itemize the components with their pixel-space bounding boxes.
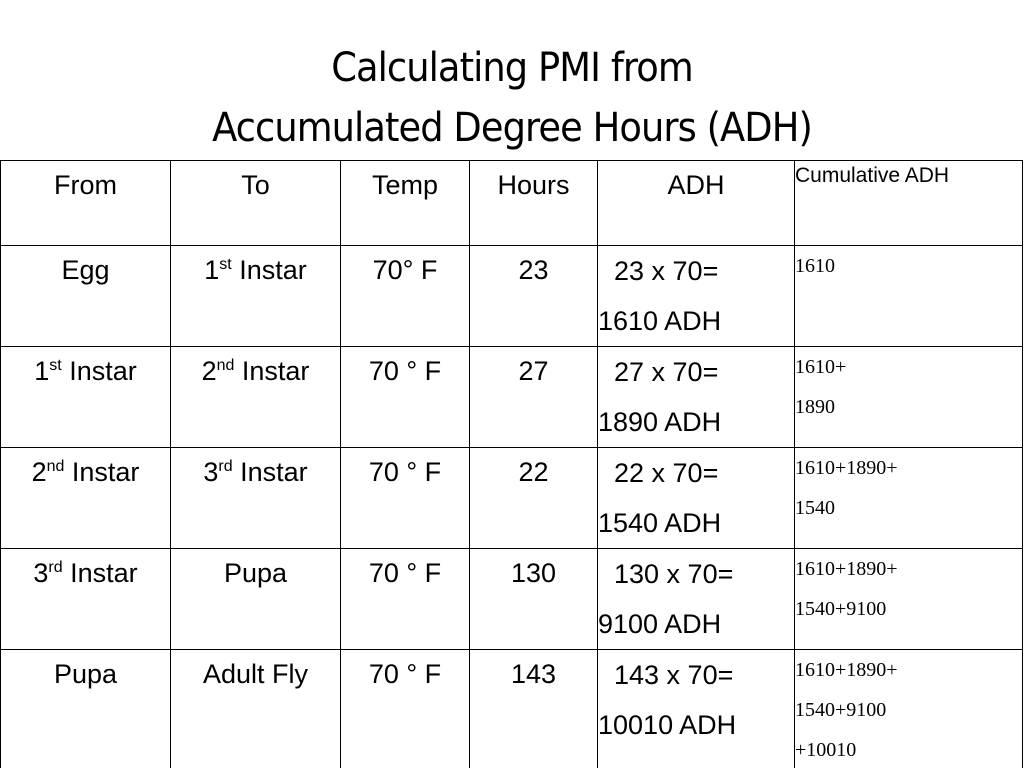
- cell-to-ordinal-suffix: rd: [218, 458, 233, 475]
- table-header-row: From To Temp Hours ADH Cumulative ADH: [0, 160, 1023, 246]
- adh-result: 1540 ADH: [598, 508, 722, 538]
- cell-adh: 27 x 70= 1890 ADH: [597, 346, 795, 448]
- cell-from-number: 1: [34, 356, 50, 386]
- slide-title: Calculating PMI from Accumulated Degree …: [41, 38, 983, 158]
- cell-from-text: Instar: [61, 356, 137, 386]
- adh-table: From To Temp Hours ADH Cumulative ADH Eg…: [0, 160, 1023, 768]
- cell-to-text: Instar: [231, 255, 307, 285]
- table-row: Pupa Adult Fly 70 ° F 143 143 x 70= 10010 ADH…: [0, 649, 1023, 768]
- cumulative-adh-line: 1610+1890+: [795, 558, 898, 580]
- cell-temp: 70 ° F: [340, 649, 470, 768]
- header-hours: Hours: [469, 160, 598, 246]
- cumulative-adh-line: 1890: [795, 396, 835, 418]
- table-row: 1st Instar 2nd Instar 70 ° F 27 27 x 70= 1890…: [0, 346, 1023, 448]
- adh-calculation: 27 x 70=: [614, 357, 719, 387]
- cell-to-number: 2: [201, 356, 217, 386]
- cumulative-adh-line: 1610+1890+: [795, 659, 898, 681]
- cell-cumulative-adh: 1610+1890+ 1540+9100: [794, 548, 1023, 650]
- adh-result: 1610 ADH: [598, 306, 722, 336]
- cell-hours: 27: [469, 346, 598, 448]
- cell-to: Pupa: [170, 548, 341, 650]
- cell-hours: 143: [469, 649, 598, 768]
- cell-temp: 70 ° F: [340, 346, 470, 448]
- cell-from: 1st Instar: [0, 346, 171, 448]
- cell-to-text: Adult Fly: [202, 659, 309, 689]
- cell-to-text: Pupa: [223, 558, 288, 588]
- cumulative-adh-line: 1540: [795, 497, 835, 519]
- table-row: Egg 1st Instar 70° F 23 23 x 70= 1610 ADH 1610: [0, 245, 1023, 347]
- adh-result: 10010 ADH: [598, 710, 737, 740]
- header-adh: ADH: [597, 160, 795, 246]
- header-cumulative-adh: Cumulative ADH: [794, 160, 1023, 246]
- cell-to-ordinal-suffix: nd: [216, 357, 235, 374]
- cell-from-ordinal-suffix: rd: [48, 559, 63, 576]
- adh-calculation: 143 x 70=: [614, 660, 734, 690]
- cell-to-number: 1: [204, 255, 220, 285]
- cell-to-text: Instar: [232, 457, 308, 487]
- cell-from: 3rd Instar: [0, 548, 171, 650]
- cell-temp: 70 ° F: [340, 548, 470, 650]
- header-temp: Temp: [340, 160, 470, 246]
- cell-from: Egg: [0, 245, 171, 347]
- cell-hours: 23: [469, 245, 598, 347]
- cell-from-ordinal-suffix: st: [49, 357, 62, 374]
- table-row: 3rd Instar Pupa 70 ° F 130 130 x 70= 9100 ADH…: [0, 548, 1023, 650]
- cell-to: 2nd Instar: [170, 346, 341, 448]
- cumulative-adh-line: 1610: [795, 255, 835, 277]
- cumulative-adh-line: 1610+1890+: [795, 457, 898, 479]
- cell-cumulative-adh: 1610: [794, 245, 1023, 347]
- cell-to-text: Instar: [234, 356, 310, 386]
- adh-result: 1890 ADH: [598, 407, 722, 437]
- cell-to-number: 3: [203, 457, 219, 487]
- cell-hours: 130: [469, 548, 598, 650]
- cell-from-number: 3: [33, 558, 49, 588]
- cell-from-text: Instar: [64, 457, 140, 487]
- title-line-2: Accumulated Degree Hours (ADH): [212, 105, 813, 151]
- adh-result: 9100 ADH: [598, 609, 722, 639]
- cell-from-text: Instar: [62, 558, 138, 588]
- cell-temp: 70° F: [340, 245, 470, 347]
- cell-from-text: Pupa: [53, 659, 118, 689]
- cell-adh: 22 x 70= 1540 ADH: [597, 447, 795, 549]
- adh-calculation: 130 x 70=: [614, 559, 734, 589]
- cell-cumulative-adh: 1610+ 1890: [794, 346, 1023, 448]
- cell-cumulative-adh: 1610+1890+ 1540: [794, 447, 1023, 549]
- cumulative-adh-line: 1540+9100: [795, 598, 887, 620]
- cumulative-adh-line: 1540+9100: [795, 699, 887, 721]
- cell-to: Adult Fly: [170, 649, 341, 768]
- cell-from: Pupa: [0, 649, 171, 768]
- cell-adh: 23 x 70= 1610 ADH: [597, 245, 795, 347]
- table-row: 2nd Instar 3rd Instar 70 ° F 22 22 x 70= 1540…: [0, 447, 1023, 549]
- header-to: To: [170, 160, 341, 246]
- cell-from-ordinal-suffix: nd: [46, 458, 65, 475]
- cell-cumulative-adh: 1610+1890+ 1540+9100 +10010: [794, 649, 1023, 768]
- cell-adh: 130 x 70= 9100 ADH: [597, 548, 795, 650]
- cell-from-number: 2: [31, 457, 47, 487]
- cell-from: 2nd Instar: [0, 447, 171, 549]
- cell-from-text: Egg: [61, 255, 110, 285]
- cumulative-adh-line: 1610+: [795, 356, 847, 378]
- cell-temp: 70 ° F: [340, 447, 470, 549]
- header-from: From: [0, 160, 171, 246]
- title-line-1: Calculating PMI from: [331, 45, 693, 91]
- adh-calculation: 22 x 70=: [614, 458, 719, 488]
- cell-to-ordinal-suffix: st: [219, 256, 232, 273]
- cumulative-adh-line: +10010: [795, 739, 857, 761]
- adh-calculation: 23 x 70=: [614, 256, 719, 286]
- cell-to: 3rd Instar: [170, 447, 341, 549]
- cell-to: 1st Instar: [170, 245, 341, 347]
- cell-hours: 22: [469, 447, 598, 549]
- cell-adh: 143 x 70= 10010 ADH: [597, 649, 795, 768]
